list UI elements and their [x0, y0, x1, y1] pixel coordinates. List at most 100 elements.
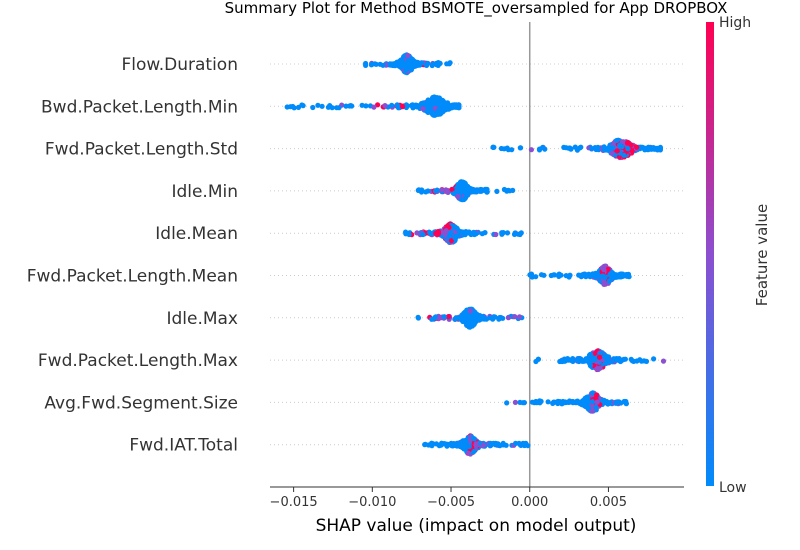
shap-dot: [430, 61, 436, 67]
shap-dot: [471, 321, 477, 327]
shap-dot: [538, 272, 545, 278]
shap-dot: [622, 272, 628, 278]
shap-dot: [556, 271, 562, 277]
shap-dot: [487, 315, 493, 321]
feature-dots: [403, 221, 524, 245]
shap-dot: [505, 315, 511, 321]
shap-dot: [651, 356, 657, 362]
shap-dot: [606, 354, 612, 360]
shap-dot: [310, 104, 316, 111]
shap-dot: [616, 272, 622, 278]
feature-label: Idle.Min: [171, 182, 238, 202]
shap-dot: [578, 144, 584, 150]
shap-dot: [411, 58, 417, 64]
shap-dot: [516, 314, 523, 320]
feature-dots: [415, 306, 525, 330]
shap-dot: [601, 144, 607, 150]
shap-dot: [363, 60, 369, 67]
shap-dot: [493, 231, 499, 238]
shap-dot: [594, 399, 600, 405]
shap-dot: [570, 358, 576, 364]
x-tick-label: −0.015: [270, 495, 318, 510]
chart-title: Summary Plot for Method BSMOTE_oversampl…: [225, 0, 728, 18]
shap-dot: [284, 104, 290, 110]
shap-dot: [462, 310, 469, 316]
shap-dot: [593, 404, 599, 410]
shap-dot: [315, 102, 321, 108]
feature-dots: [284, 94, 462, 118]
shap-dot: [412, 63, 418, 69]
shap-dot: [503, 442, 509, 448]
shap-dot: [409, 102, 415, 108]
shap-dot: [555, 398, 561, 404]
shap-dot: [521, 400, 528, 406]
colorbar-low-label: Low: [719, 480, 747, 496]
shap-dot: [443, 107, 449, 113]
shap-dot: [621, 152, 627, 158]
shap-dot: [405, 62, 411, 68]
shap-dot: [461, 230, 467, 236]
feature-label: Bwd.Packet.Length.Min: [41, 97, 238, 117]
shap-dot: [467, 308, 473, 314]
shap-dot: [334, 105, 340, 111]
shap-dot: [504, 400, 510, 406]
colorbar: [706, 22, 714, 486]
shap-dot: [660, 358, 667, 364]
shap-dot: [529, 274, 535, 280]
shap-dot: [463, 438, 469, 445]
feature-label: Avg.Fwd.Segment.Size: [44, 393, 238, 413]
shap-dot: [528, 147, 535, 153]
shap-dot: [455, 182, 461, 188]
feature-label: Fwd.IAT.Total: [129, 436, 238, 456]
shap-dot: [441, 101, 447, 107]
shap-dot: [436, 443, 442, 449]
shap-dot: [454, 225, 460, 231]
shap-dot: [609, 150, 615, 156]
x-axis-label: SHAP value (impact on model output): [316, 516, 637, 536]
shap-dot: [557, 358, 563, 365]
shap-dot: [449, 186, 455, 192]
feature-label: Idle.Mean: [155, 224, 238, 244]
shap-dot: [563, 145, 569, 151]
shap-dot: [537, 400, 543, 406]
shap-dot: [608, 146, 614, 152]
shap-dot: [622, 399, 628, 405]
shap-dot: [472, 315, 478, 321]
shap-dot: [551, 399, 557, 405]
shap-dot: [510, 187, 516, 193]
shap-dot: [601, 267, 607, 273]
shap-dot: [429, 440, 435, 446]
feature-dots: [415, 179, 516, 203]
shap-dot: [470, 435, 476, 441]
shap-dot: [505, 147, 511, 153]
shap-dot: [415, 314, 421, 320]
x-tick-label: −0.010: [348, 495, 396, 510]
shap-dot: [643, 358, 650, 364]
shap-dot: [590, 399, 596, 405]
shap-dot: [420, 106, 426, 112]
shap-dot: [347, 103, 353, 109]
x-tick-label: 0.005: [590, 495, 627, 510]
shap-dot: [403, 231, 409, 237]
shap-dot: [517, 145, 523, 151]
shap-dot: [585, 405, 592, 411]
feature-labels: Flow.Duration Bwd.Packet.Length.Min Fwd.Pa…: [27, 55, 238, 456]
shap-dot: [462, 445, 468, 451]
shap-dot: [512, 314, 518, 320]
shap-dot: [398, 60, 404, 66]
feature-label: Fwd.Packet.Length.Mean: [27, 267, 238, 287]
shap-dot: [595, 144, 601, 150]
shap-dot: [585, 400, 591, 406]
shap-dot: [545, 399, 551, 405]
shap-dot: [478, 186, 484, 193]
shap-dot: [448, 105, 454, 111]
shap-dot: [446, 61, 452, 67]
shap-dot: [443, 188, 450, 195]
feature-label: Idle.Max: [166, 309, 238, 329]
shap-dots: [284, 52, 667, 457]
shap-dot: [363, 103, 369, 109]
shap-dot: [400, 104, 406, 110]
shap-dot: [369, 61, 375, 67]
shap-dot: [414, 230, 420, 236]
